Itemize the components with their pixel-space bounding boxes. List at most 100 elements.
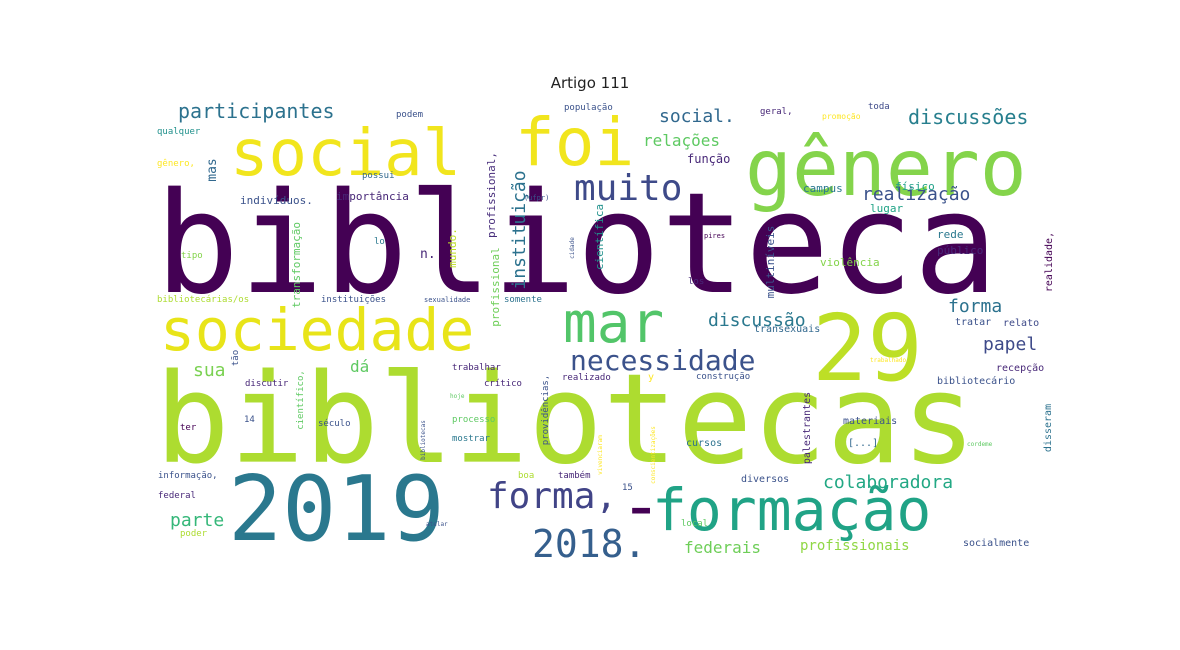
word-92: mostrar bbox=[452, 434, 491, 444]
word-24: papel bbox=[983, 334, 1037, 355]
word-51: recepção bbox=[996, 363, 1044, 374]
word-79: tão bbox=[231, 350, 241, 366]
word-100: 15 bbox=[622, 483, 633, 493]
word-33: indivíduos. bbox=[240, 194, 313, 207]
word-41: campus bbox=[803, 182, 843, 195]
word-25: parte bbox=[170, 510, 224, 531]
word-93: providências, bbox=[540, 375, 551, 445]
word-21: colaboradora bbox=[823, 472, 953, 493]
word-67: promoção bbox=[822, 112, 861, 121]
word-34: importância bbox=[336, 190, 409, 203]
word-29: profissionais bbox=[800, 538, 910, 554]
word-82: crítico bbox=[484, 379, 522, 389]
word-74: somente bbox=[504, 295, 542, 305]
word-104: vivenciaram bbox=[597, 435, 604, 475]
word-38: profissional bbox=[489, 247, 502, 326]
word-30: função bbox=[687, 152, 730, 166]
word-45: público bbox=[937, 244, 983, 257]
word-90: ter bbox=[180, 423, 197, 433]
word-49: relato bbox=[1003, 318, 1039, 329]
word-44: rede bbox=[937, 228, 964, 241]
word-27: dá bbox=[350, 357, 369, 376]
word-6: gênero bbox=[745, 124, 1027, 214]
word-20: realização bbox=[862, 184, 970, 205]
word-22: discussão bbox=[708, 310, 806, 331]
word-64: possui bbox=[362, 171, 395, 181]
word-63: podem bbox=[396, 110, 423, 120]
word-72: instituições bbox=[321, 295, 386, 305]
word-61: qualquer bbox=[157, 127, 201, 137]
word-39: científica bbox=[593, 204, 606, 270]
word-85: construção bbox=[696, 372, 750, 382]
word-12: forma, bbox=[487, 476, 617, 517]
word-96: informação, bbox=[158, 471, 218, 481]
word-73: sexualidade bbox=[424, 296, 470, 304]
word-97: federal bbox=[158, 491, 196, 501]
word-65: população bbox=[564, 103, 613, 113]
word-105: hoje bbox=[450, 393, 465, 400]
word-9: formação bbox=[652, 476, 931, 544]
word-84: y bbox=[648, 372, 654, 383]
word-7: sociedade bbox=[160, 296, 474, 364]
word-35: transformação bbox=[290, 222, 303, 308]
word-37: mundo. bbox=[446, 228, 459, 268]
word-77: (ufpr) bbox=[524, 194, 549, 202]
word-13: 2018. bbox=[532, 522, 646, 566]
word-2: 2019 bbox=[228, 457, 445, 562]
word-95: cordeme bbox=[967, 441, 993, 448]
word-54: [...] bbox=[848, 438, 878, 449]
word-53: materiais bbox=[843, 416, 897, 427]
word-59: também bbox=[558, 470, 591, 481]
word-10: - bbox=[620, 465, 662, 547]
word-75: los bbox=[688, 277, 704, 287]
word-69: tipo bbox=[181, 251, 203, 261]
word-57: cursos bbox=[686, 438, 722, 449]
word-86: trabalhado bbox=[870, 357, 907, 364]
word-83: realizado bbox=[562, 373, 611, 383]
word-101: local bbox=[681, 519, 708, 529]
word-71: bibliotecárias/os bbox=[157, 295, 249, 305]
word-50: transexuais bbox=[754, 324, 820, 335]
word-16: discussões bbox=[908, 105, 1028, 129]
word-60: socialmente bbox=[963, 538, 1029, 549]
word-68: toda bbox=[868, 102, 890, 112]
word-47: realidade, bbox=[1044, 232, 1055, 292]
word-98: poder bbox=[180, 529, 208, 539]
word-15: participantes bbox=[178, 99, 335, 123]
word-1: bibliotecas bbox=[155, 348, 976, 492]
word-80: discutir bbox=[245, 379, 289, 389]
word-23: forma bbox=[948, 296, 1002, 317]
word-78: cidade bbox=[569, 237, 576, 259]
word-62: gênero, bbox=[157, 158, 195, 169]
word-3: 29 bbox=[812, 295, 923, 402]
word-52: bibliotecário bbox=[937, 375, 1015, 387]
word-66: geral, bbox=[760, 107, 793, 117]
word-26: sua bbox=[193, 360, 226, 381]
word-103: conscientizações bbox=[650, 426, 657, 484]
word-31: mas bbox=[205, 158, 220, 181]
word-28: federais bbox=[684, 538, 761, 557]
word-89: 14 bbox=[244, 415, 255, 425]
word-94: bibliotecas bbox=[420, 420, 427, 460]
word-70: lo bbox=[374, 237, 385, 247]
word-4: social bbox=[230, 117, 461, 191]
word-14: necessidade bbox=[570, 344, 755, 377]
word-99: boa bbox=[518, 471, 534, 481]
page-title: Artigo 111 bbox=[550, 74, 630, 92]
word-8: mar bbox=[563, 291, 664, 356]
word-46: violência bbox=[820, 256, 880, 269]
word-48: tratar bbox=[955, 317, 991, 328]
word-42: físico bbox=[895, 180, 935, 193]
word-88: século bbox=[318, 418, 351, 429]
word-76: pires bbox=[704, 232, 725, 240]
word-102: atelar bbox=[426, 521, 448, 528]
word-81: trabalhar bbox=[452, 363, 501, 373]
word-17: social. bbox=[659, 106, 735, 127]
word-56: palestrantes bbox=[802, 392, 813, 464]
word-32: n. bbox=[420, 247, 436, 262]
word-55: disseram bbox=[1043, 404, 1054, 452]
word-58: diversos bbox=[741, 474, 789, 485]
word-11: muito bbox=[574, 168, 682, 209]
word-43: lugar bbox=[870, 202, 903, 215]
